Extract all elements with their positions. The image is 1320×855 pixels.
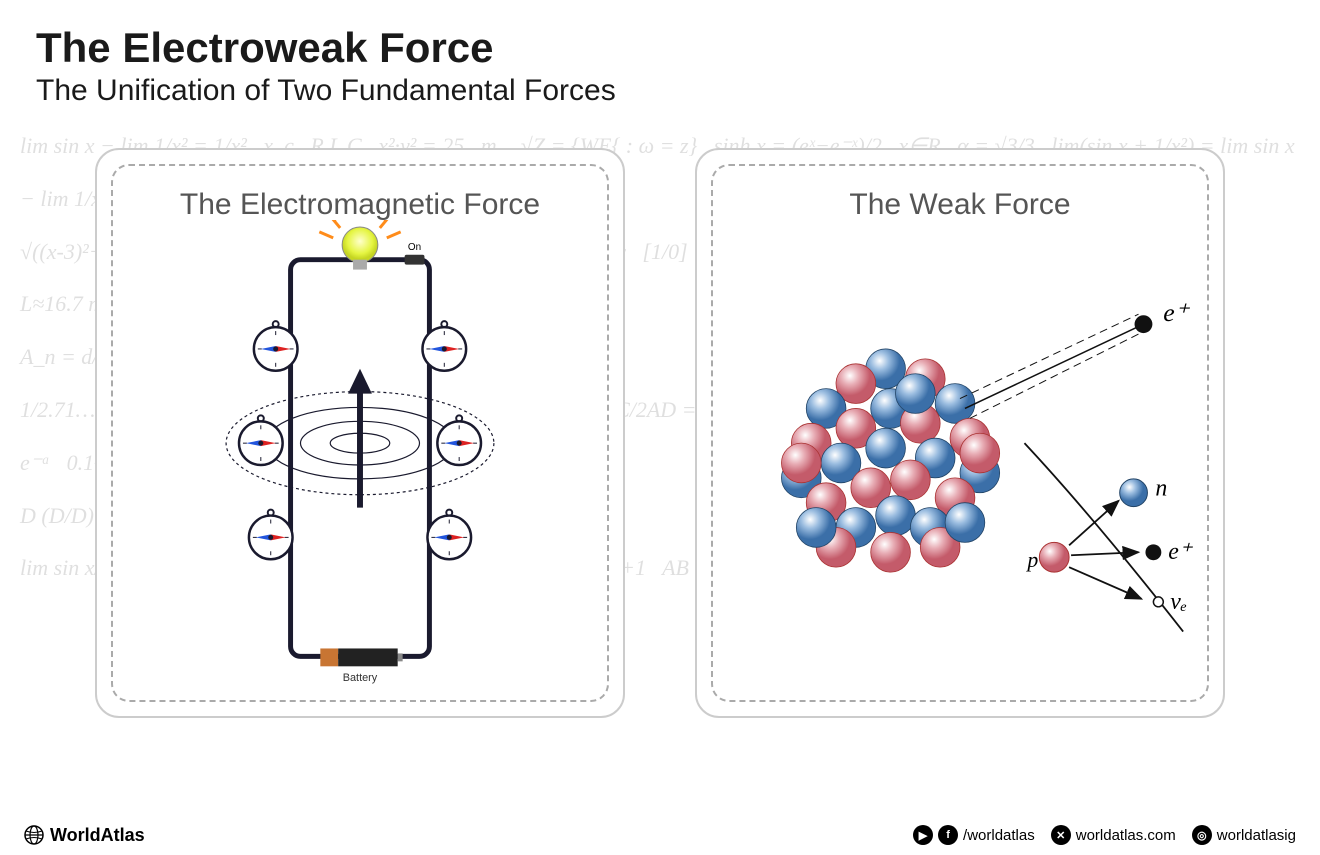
positron-dot [1135,315,1153,333]
proton [891,460,931,500]
battery-icon: Battery [320,648,402,684]
footer: WorldAtlas ▶f/worldatlas ✕ worldatlas.com ◎… [0,815,1320,855]
neutron [935,384,975,424]
panel-weak: The Weak Force [695,148,1225,718]
social-text: /worldatlas [963,827,1035,844]
neutron [896,374,936,414]
social-icon: f [938,825,958,845]
svg-text:Battery: Battery [343,672,378,684]
switch-icon: On [405,242,425,265]
proton [871,532,911,572]
nucleus [781,349,999,572]
social-text: worldatlasig [1217,827,1296,844]
neutron [876,496,916,536]
neutron [945,503,985,543]
social-icon: ▶ [913,825,933,845]
proton [960,433,1000,473]
panel-weak-title: The Weak Force [717,188,1203,222]
panels-row: The Electromagnetic Force [0,148,1320,718]
page-title: The Electroweak Force [36,24,1284,72]
brand: WorldAtlas [24,825,145,846]
svg-text:p: p [1025,548,1038,572]
svg-text:n: n [1155,476,1167,502]
panel-em-title: The Electromagnetic Force [117,188,603,222]
social-icon: ◎ [1192,825,1212,845]
header: The Electroweak Force The Unification of… [0,0,1320,118]
social-link[interactable]: ▶f/worldatlas [913,825,1035,845]
current-arrow-icon [348,369,372,508]
socials: ▶f/worldatlas ✕ worldatlas.com ◎ worldatlasi… [913,825,1296,845]
neutron [866,428,906,468]
svg-text:νₑ: νₑ [1170,589,1187,615]
compass-icon [249,510,293,560]
social-text: worldatlas.com [1076,827,1176,844]
social-link[interactable]: ✕ worldatlas.com [1051,825,1176,845]
compass-icon [427,510,471,560]
neutron [796,508,836,548]
compass-icon [239,415,283,465]
social-link[interactable]: ◎ worldatlasig [1192,825,1296,845]
proton [781,443,821,483]
svg-text:e⁺: e⁺ [1168,539,1194,565]
svg-text:On: On [408,242,421,253]
positron-label: e⁺ [1163,298,1190,327]
page-subtitle: The Unification of Two Fundamental Force… [36,74,1284,108]
compass-icon [437,415,481,465]
panel-electromagnetic: The Electromagnetic Force [95,148,625,718]
globe-icon [24,825,44,845]
positron-emission [960,314,1143,418]
weak-diagram: e⁺ p n e⁺ νₑ [717,220,1203,696]
brand-text: WorldAtlas [50,825,145,846]
em-diagram: On Battery [117,220,603,696]
social-icon: ✕ [1051,825,1071,845]
beta-decay-diagram: p n e⁺ νₑ [1025,476,1193,615]
